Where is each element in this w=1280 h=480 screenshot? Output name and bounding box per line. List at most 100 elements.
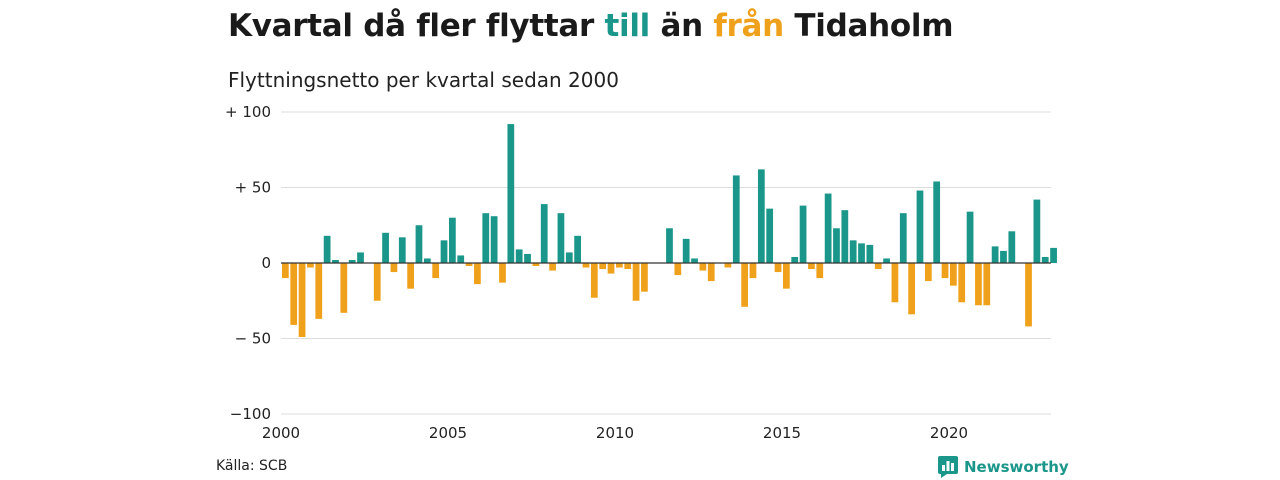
bar — [332, 259, 339, 263]
bar — [741, 263, 748, 307]
bar — [390, 263, 398, 273]
title-part-1: Kvartal då fler flyttar — [228, 8, 605, 44]
bar — [933, 181, 941, 263]
bar — [641, 263, 648, 292]
bar — [732, 175, 740, 263]
brand-name: Newsworthy — [964, 458, 1069, 476]
bar — [666, 228, 673, 263]
bar — [565, 252, 573, 263]
title-word-fran: från — [713, 8, 784, 44]
bar — [849, 240, 857, 263]
bar — [398, 237, 406, 263]
bar — [582, 263, 590, 268]
bar — [724, 263, 732, 268]
title-word-till: till — [604, 8, 650, 44]
title-part-3: Tidaholm — [783, 8, 954, 44]
bar — [874, 263, 882, 270]
bar — [632, 263, 640, 301]
x-tick-label: 2005 — [429, 424, 467, 442]
bar — [607, 263, 615, 274]
bar — [950, 263, 957, 286]
bar — [791, 256, 799, 263]
bar — [808, 263, 815, 270]
bar — [357, 252, 364, 263]
bar — [699, 263, 707, 271]
bar — [482, 213, 490, 263]
bar — [975, 263, 982, 306]
y-tick-label: −100 — [230, 405, 271, 423]
brand-logo: Newsworthy — [938, 456, 1069, 478]
bar — [1033, 199, 1041, 263]
bar — [941, 263, 949, 279]
bar — [1041, 256, 1049, 263]
y-tick-label: + 100 — [225, 103, 271, 121]
y-tick-label: + 50 — [235, 179, 271, 197]
bar — [490, 216, 498, 263]
bar — [474, 263, 481, 285]
bar — [415, 225, 423, 263]
bar — [707, 263, 715, 282]
bar — [282, 263, 289, 279]
bar — [499, 263, 506, 283]
bar — [557, 213, 565, 263]
bar — [766, 208, 774, 263]
bar — [757, 169, 765, 263]
bar — [899, 213, 907, 263]
bar — [507, 124, 515, 263]
bar — [674, 263, 682, 276]
bar — [323, 235, 331, 263]
bar — [315, 263, 323, 319]
bar — [432, 263, 440, 279]
bar — [883, 258, 890, 263]
bar — [574, 235, 581, 263]
bar — [532, 263, 540, 267]
bar — [382, 232, 389, 263]
bar — [991, 246, 999, 263]
bar — [858, 243, 865, 263]
x-tick-label: 2020 — [930, 424, 968, 442]
x-tick-label: 2015 — [763, 424, 801, 442]
bar — [1025, 263, 1032, 327]
chart-subtitle: Flyttningsnetto per kvartal sedan 2000 — [228, 68, 619, 92]
bar — [891, 263, 899, 303]
bar — [457, 255, 465, 263]
bar — [983, 263, 991, 306]
bar — [833, 228, 840, 263]
bar — [691, 258, 698, 263]
bar — [916, 190, 924, 263]
newsworthy-logo-icon — [938, 456, 958, 478]
bar — [423, 258, 431, 263]
bar — [924, 263, 932, 282]
bar — [1000, 250, 1007, 263]
bar — [749, 263, 757, 279]
bar — [783, 263, 790, 289]
x-tick-label: 2010 — [596, 424, 634, 442]
bar — [774, 263, 782, 273]
bar — [340, 263, 348, 313]
bar — [908, 263, 915, 315]
title-part-2: än — [649, 8, 714, 44]
bar — [590, 263, 598, 298]
bar — [1008, 231, 1016, 263]
bar — [290, 263, 298, 325]
bar — [682, 238, 690, 263]
bar — [799, 205, 807, 263]
bar — [599, 263, 607, 270]
bar — [440, 240, 448, 263]
bar — [624, 263, 632, 270]
bar — [540, 204, 548, 263]
bar — [866, 244, 874, 263]
source-label: Källa: SCB — [216, 458, 288, 474]
bar — [616, 263, 623, 268]
bar — [966, 211, 974, 263]
bar — [958, 263, 966, 303]
bar — [824, 193, 832, 263]
bar — [298, 263, 306, 337]
x-tick-label: 2000 — [262, 424, 300, 442]
bar — [465, 263, 473, 267]
bar — [524, 253, 531, 263]
y-tick-label: 0 — [261, 254, 271, 272]
bar — [841, 210, 849, 263]
bar — [373, 263, 381, 301]
